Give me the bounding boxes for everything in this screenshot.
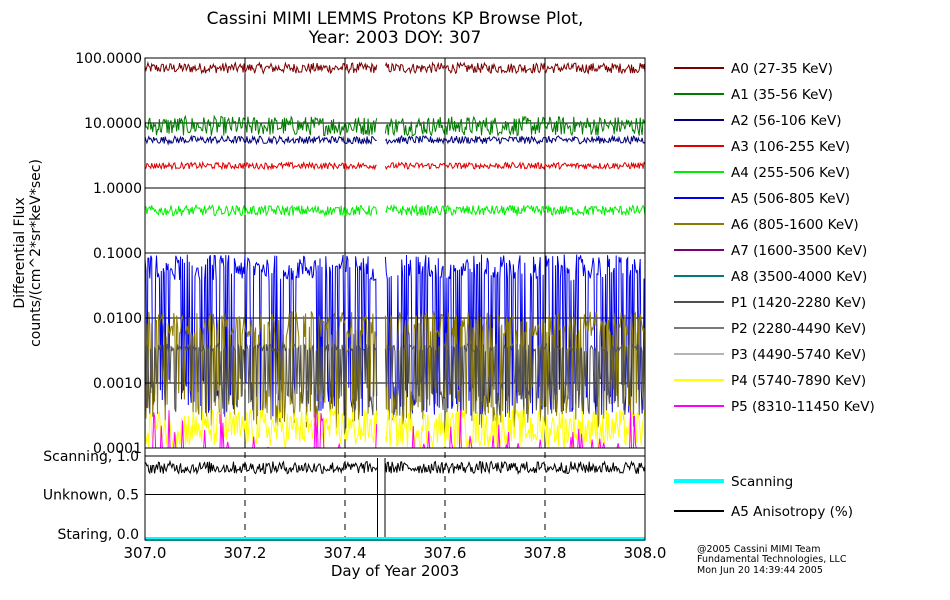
credit-line-1: @2005 Cassini MIMI Team [697,544,821,555]
flux-ylabel-line-2: counts/(cm^2*sr*keV*sec) [28,159,44,347]
flux-ytick-label: 0.0001 [93,441,142,457]
flux-series-line-5 [144,254,646,417]
scan-legend-label-0: Scanning [731,474,793,490]
credit-line-3: Mon Jun 20 14:39:44 2005 [697,565,823,576]
scan-ytick-label: Scanning, 1.0 [43,449,139,465]
flux-series-line-3 [144,160,646,171]
scan-legend-label-1: A5 Anisotropy (%) [731,504,853,520]
scan-panel-frame [144,447,646,541]
scan-ytick-label: Staring, 0.0 [57,527,139,543]
flux-ylabel-line-1: Differential Flux [12,197,28,308]
flux-ytick-label: 1.0000 [93,181,142,197]
legend-label-1: A1 (35-56 KeV) [731,87,833,103]
legend-label-11: P3 (4490-5740 KeV) [731,347,866,363]
scan-ytick-label: Unknown, 0.5 [43,488,139,504]
xtick-label: 308.0 [624,544,667,562]
title-line-2: Year: 2003 DOY: 307 [308,28,482,48]
flux-series-line-4 [144,203,646,218]
flux-series-line-1 [144,114,646,137]
legend-label-9: P1 (1420-2280 KeV) [731,295,866,311]
xtick-label: 307.8 [524,544,567,562]
legend-label-0: A0 (27-35 KeV) [731,61,833,77]
flux-ytick-label: 10.0000 [84,116,142,132]
xtick-label: 307.6 [424,544,467,562]
x-axis-label: Day of Year 2003 [331,562,459,580]
legend-label-8: A8 (3500-4000 KeV) [731,269,867,285]
legend-label-5: A5 (506-805 KeV) [731,191,850,207]
flux-series-line-9 [144,342,646,418]
legend-label-12: P4 (5740-7890 KeV) [731,373,866,389]
legend-label-6: A6 (805-1600 KeV) [731,217,859,233]
flux-series-line-12 [144,408,646,450]
flux-ytick-label: 0.1000 [93,246,142,262]
xtick-label: 307.4 [324,544,367,562]
flux-ytick-label: 0.0100 [93,311,142,327]
xtick-label: 307.2 [224,544,267,562]
legend-label-13: P5 (8310-11450 KeV) [731,399,875,415]
anisotropy-series-line [144,459,646,476]
xtick-label: 307.0 [124,544,167,562]
legend-label-2: A2 (56-106 KeV) [731,113,841,129]
legend-label-10: P2 (2280-4490 KeV) [731,321,866,337]
title-line-1: Cassini MIMI LEMMS Protons KP Browse Plo… [206,9,584,29]
flux-ytick-label: 0.0010 [93,376,142,392]
plot-title: Cassini MIMI LEMMS Protons KP Browse Plo… [120,10,670,48]
flux-ytick-label: 100.0000 [75,51,142,67]
legend-label-3: A3 (106-255 KeV) [731,139,850,155]
legend-label-4: A4 (255-506 KeV) [731,165,850,181]
legend-label-7: A7 (1600-3500 KeV) [731,243,867,259]
flux-series-line-2 [144,134,646,146]
credit-line-2: Fundamental Technologies, LLC [697,554,847,565]
flux-series-line-6 [144,311,646,429]
flux-series-line-0 [144,60,646,75]
